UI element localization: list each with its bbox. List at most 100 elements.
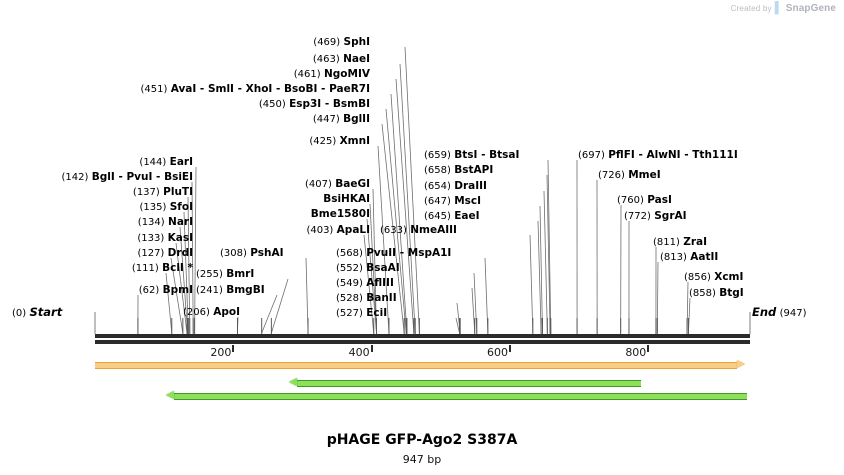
orange-feature-arrow[interactable] — [95, 360, 746, 369]
enzyme-name[interactable]: AatII — [690, 251, 719, 263]
enzyme-name[interactable]: BmgBI — [226, 284, 265, 296]
enzyme-name[interactable]: EarI — [169, 156, 193, 168]
enzyme-name[interactable]: DraIII — [454, 180, 487, 192]
enzyme-name[interactable]: Tth111I — [692, 149, 738, 161]
restriction-site-label[interactable]: (447) BglII — [313, 113, 370, 126]
restriction-site-label[interactable]: (633) NmeAIII — [380, 224, 457, 237]
restriction-site-label[interactable]: (811) ZraI — [653, 236, 707, 249]
enzyme-name[interactable]: AlwNI — [646, 149, 681, 161]
restriction-site-label[interactable]: (647) MscI — [424, 195, 481, 208]
restriction-site-label[interactable]: (450) Esp3I - BsmBI — [259, 98, 370, 111]
enzyme-name[interactable]: DrdI — [167, 247, 193, 259]
enzyme-name[interactable]: BanII — [366, 292, 397, 304]
enzyme-name[interactable]: BsmBI — [332, 98, 370, 110]
restriction-site-label[interactable]: (726) MmeI — [598, 169, 661, 182]
enzyme-name[interactable]: PvuII — [366, 247, 397, 259]
enzyme-name[interactable]: PvuI — [126, 171, 153, 183]
enzyme-name[interactable]: PaeR7I — [329, 83, 370, 95]
restriction-site-label[interactable]: (137) PluTI — [133, 186, 193, 199]
enzyme-name[interactable]: BsiEI — [164, 171, 193, 183]
enzyme-name[interactable]: XhoI — [245, 83, 273, 95]
restriction-site-label[interactable]: (527) EciI — [336, 307, 387, 320]
restriction-site-label[interactable]: (425) XmnI — [309, 135, 370, 148]
restriction-site-label[interactable]: (144) EarI — [139, 156, 193, 169]
restriction-site-label[interactable]: (760) PasI — [617, 194, 672, 207]
enzyme-name[interactable]: SfoI — [169, 201, 193, 213]
green-feature-arrow-1[interactable] — [289, 378, 642, 387]
restriction-site-label[interactable]: (469) SphI — [313, 36, 370, 49]
enzyme-name[interactable]: NgoMIV — [324, 68, 370, 80]
restriction-site-label[interactable]: (549) AflIII — [336, 277, 394, 290]
enzyme-name[interactable]: XcmI — [714, 271, 744, 283]
enzyme-name[interactable]: BglI — [91, 171, 115, 183]
enzyme-name[interactable]: EciI — [366, 307, 388, 319]
enzyme-name[interactable]: ZraI — [683, 236, 708, 248]
restriction-site-label[interactable]: (451) AvaI - SmlI - XhoI - BsoBI - PaeR7… — [140, 83, 370, 96]
restriction-site-label[interactable]: (659) BtsI - BtsaI — [424, 149, 519, 162]
enzyme-name[interactable]: BsaAI — [366, 262, 400, 274]
enzyme-name[interactable]: KasI — [167, 232, 193, 244]
enzyme-name[interactable]: SgrAI — [654, 210, 687, 222]
restriction-site-label[interactable]: (856) XcmI — [684, 271, 743, 284]
restriction-site-label[interactable]: (134) NarI — [138, 216, 193, 229]
enzyme-name[interactable]: BglII — [343, 113, 370, 125]
enzyme-name[interactable]: Bme1580I — [310, 208, 370, 220]
restriction-site-label[interactable]: (645) EaeI — [424, 210, 480, 223]
enzyme-name[interactable]: AvaI — [170, 83, 197, 95]
enzyme-name[interactable]: BsoBI — [284, 83, 318, 95]
restriction-site-label[interactable]: (127) DrdI — [137, 247, 193, 260]
restriction-site-label[interactable]: Bme1580I — [311, 208, 370, 220]
restriction-site-label[interactable]: (813) AatII — [660, 251, 718, 264]
restriction-site-label[interactable]: (772) SgrAI — [624, 210, 687, 223]
enzyme-name[interactable]: XmnI — [339, 135, 370, 147]
enzyme-name[interactable]: BstAPI — [454, 164, 494, 176]
restriction-site-label[interactable]: (568) PvuII - MspA1I — [336, 247, 451, 260]
restriction-site-label[interactable]: (135) SfoI — [140, 201, 194, 214]
enzyme-name[interactable]: ApaLI — [336, 224, 370, 236]
restriction-site-label[interactable]: (461) NgoMIV — [294, 68, 370, 81]
restriction-site-label[interactable]: BsiHKAI — [323, 193, 370, 205]
enzyme-name[interactable]: EaeI — [454, 210, 480, 222]
enzyme-name[interactable]: BtsaI — [489, 149, 520, 161]
restriction-site-label[interactable]: (133) KasI — [137, 232, 193, 245]
enzyme-name[interactable]: BpmI — [162, 284, 193, 296]
enzyme-name[interactable]: BtsI — [454, 149, 478, 161]
restriction-site-label[interactable]: (403) ApaLI — [306, 224, 370, 237]
restriction-site-label[interactable]: (697) PflFI - AlwNI - Tth111I — [578, 149, 738, 162]
green-feature-arrow-2[interactable] — [166, 391, 748, 400]
restriction-site-label[interactable]: (654) DraIII — [424, 180, 487, 193]
enzyme-name[interactable]: MscI — [454, 195, 482, 207]
restriction-site-label[interactable]: (407) BaeGI — [305, 178, 370, 191]
enzyme-name[interactable]: PflFI — [608, 149, 635, 161]
enzyme-name[interactable]: NarI — [168, 216, 193, 228]
enzyme-name[interactable]: SphI — [343, 36, 370, 48]
enzyme-name[interactable]: MmeI — [628, 169, 661, 181]
enzyme-name[interactable]: NmeAIII — [410, 224, 457, 236]
restriction-site-label[interactable]: (308) PshAI — [220, 247, 284, 260]
restriction-site-label[interactable]: (658) BstAPI — [424, 164, 493, 177]
restriction-site-label[interactable]: (552) BsaAI — [336, 262, 400, 275]
enzyme-name[interactable]: ApoI — [213, 306, 240, 318]
enzyme-name[interactable]: NaeI — [343, 53, 370, 65]
enzyme-name[interactable]: BaeGI — [335, 178, 370, 190]
enzyme-name[interactable]: PasI — [647, 194, 672, 206]
enzyme-name[interactable]: BsiHKAI — [323, 193, 370, 205]
enzyme-name[interactable]: AflIII — [366, 277, 394, 289]
enzyme-name[interactable]: Esp3I — [289, 98, 322, 110]
enzyme-name[interactable]: PshAI — [250, 247, 284, 259]
restriction-site-label[interactable]: (62) BpmI — [139, 284, 193, 297]
enzyme-name[interactable]: SmlI — [207, 83, 234, 95]
enzyme-name[interactable]: BtgI — [719, 287, 744, 299]
restriction-site-label[interactable]: (111) BclI * — [132, 262, 193, 275]
restriction-site-label[interactable]: (463) NaeI — [313, 53, 370, 66]
restriction-site-label[interactable]: (206) ApoI — [183, 306, 240, 319]
enzyme-name[interactable]: BmrI — [226, 268, 255, 280]
enzyme-name[interactable]: PluTI — [163, 186, 193, 198]
enzyme-name[interactable]: MspA1I — [407, 247, 452, 259]
restriction-site-label[interactable]: (528) BanII — [336, 292, 397, 305]
restriction-site-label[interactable]: (255) BmrI — [196, 268, 254, 281]
restriction-site-label[interactable]: (142) BglI - PvuI - BsiEI — [62, 171, 193, 184]
enzyme-name[interactable]: BclI * — [162, 262, 193, 274]
restriction-site-label[interactable]: (858) BtgI — [689, 287, 744, 300]
restriction-site-label[interactable]: (241) BmgBI — [196, 284, 265, 297]
